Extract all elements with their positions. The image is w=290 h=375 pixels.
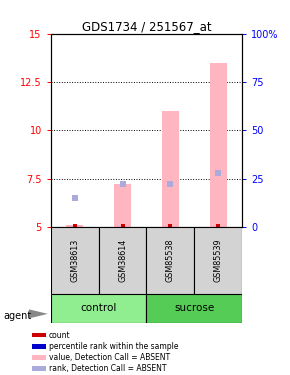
Bar <box>162 111 179 227</box>
Bar <box>32 355 46 360</box>
Text: count: count <box>49 330 70 339</box>
Bar <box>99 227 146 294</box>
Text: GSM38614: GSM38614 <box>118 239 127 282</box>
Bar <box>66 225 83 227</box>
Bar <box>32 333 46 338</box>
Text: GSM85539: GSM85539 <box>214 239 223 282</box>
Bar <box>146 227 194 294</box>
Title: GDS1734 / 251567_at: GDS1734 / 251567_at <box>82 20 211 33</box>
Text: percentile rank within the sample: percentile rank within the sample <box>49 342 178 351</box>
Text: sucrose: sucrose <box>174 303 214 313</box>
Bar <box>51 227 99 294</box>
Text: agent: agent <box>3 311 31 321</box>
Bar <box>194 227 242 294</box>
Text: rank, Detection Call = ABSENT: rank, Detection Call = ABSENT <box>49 364 166 373</box>
Bar <box>32 366 46 371</box>
Polygon shape <box>29 309 48 318</box>
Text: GSM38613: GSM38613 <box>70 239 79 282</box>
Bar <box>51 294 146 322</box>
Text: control: control <box>80 303 117 313</box>
Bar <box>146 294 242 322</box>
Text: value, Detection Call = ABSENT: value, Detection Call = ABSENT <box>49 353 170 362</box>
Bar <box>210 63 226 227</box>
Bar <box>114 184 131 227</box>
Bar <box>32 344 46 349</box>
Text: GSM85538: GSM85538 <box>166 239 175 282</box>
